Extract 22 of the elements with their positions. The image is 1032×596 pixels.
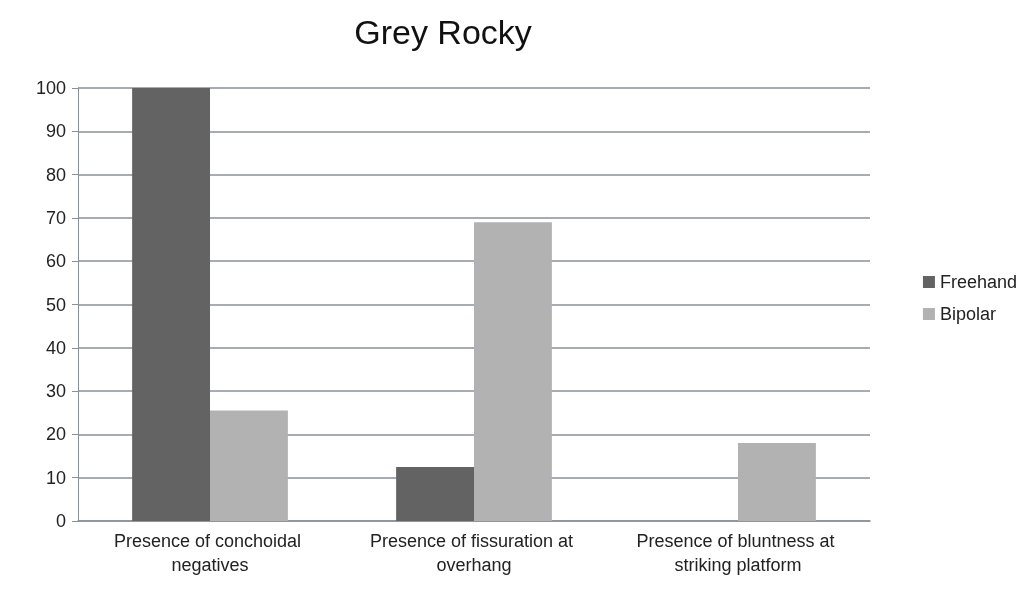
bar	[210, 410, 288, 521]
y-tick-label: 30	[45, 381, 66, 402]
chart-title: Grey Rocky	[354, 13, 532, 51]
bar	[738, 443, 816, 521]
legend-label: Freehand	[939, 272, 1018, 292]
y-tick-label: 10	[45, 467, 66, 488]
y-tick-label: 40	[45, 337, 66, 358]
y-tick-label: 60	[45, 251, 66, 272]
bar	[132, 88, 210, 521]
legend-label: Bipolar	[939, 304, 996, 324]
y-tick-label: 50	[45, 294, 66, 315]
y-tick-label: 100	[35, 78, 66, 98]
x-tick-label: Presence of conchoidal negatives	[113, 531, 307, 575]
y-tick-label: 20	[45, 424, 66, 445]
x-tick-label: Presence of fissuration at overhang	[369, 531, 579, 575]
y-tick-label: 70	[45, 207, 66, 228]
bar	[474, 222, 552, 521]
y-tick-label: 90	[45, 121, 66, 142]
bar	[396, 466, 474, 521]
y-tick-label: 80	[45, 164, 66, 185]
x-tick-label: Presence of bluntness at striking platform	[636, 531, 840, 575]
y-tick-label: 0	[55, 511, 66, 531]
